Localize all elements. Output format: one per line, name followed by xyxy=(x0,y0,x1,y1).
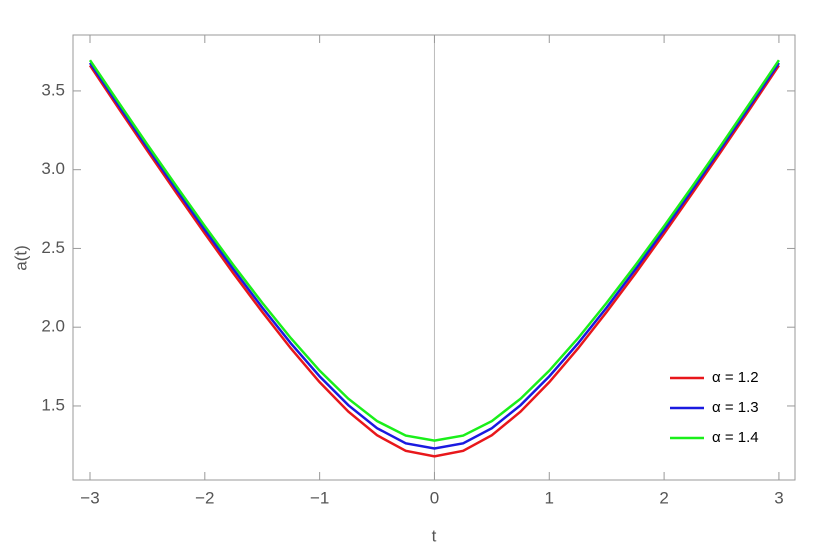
y-axis-label: a(t) xyxy=(11,245,30,271)
x-tick-label: 1 xyxy=(545,488,554,507)
y-tick-label: 3.5 xyxy=(41,80,65,99)
y-tick-label: 2.5 xyxy=(41,238,65,257)
x-tick-label: 0 xyxy=(430,488,439,507)
x-tick-label: −1 xyxy=(310,488,329,507)
x-tick-label: −3 xyxy=(80,488,99,507)
series-line xyxy=(88,62,780,450)
legend-label: α = 1.4 xyxy=(712,429,759,446)
series-line xyxy=(88,64,780,458)
x-tick-label: 2 xyxy=(659,488,668,507)
legend-label: α = 1.2 xyxy=(712,369,759,386)
series-line xyxy=(88,59,780,442)
x-axis-label: t xyxy=(432,526,437,545)
y-tick-label: 1.5 xyxy=(41,395,65,414)
x-tick-label: 3 xyxy=(774,488,783,507)
y-tick-label: 2.0 xyxy=(41,317,65,336)
x-tick-label: −2 xyxy=(195,488,214,507)
legend-label: α = 1.3 xyxy=(712,399,759,416)
legend: α = 1.2 α = 1.3 α = 1.4 xyxy=(670,369,759,446)
y-tick-label: 3.0 xyxy=(41,159,65,178)
